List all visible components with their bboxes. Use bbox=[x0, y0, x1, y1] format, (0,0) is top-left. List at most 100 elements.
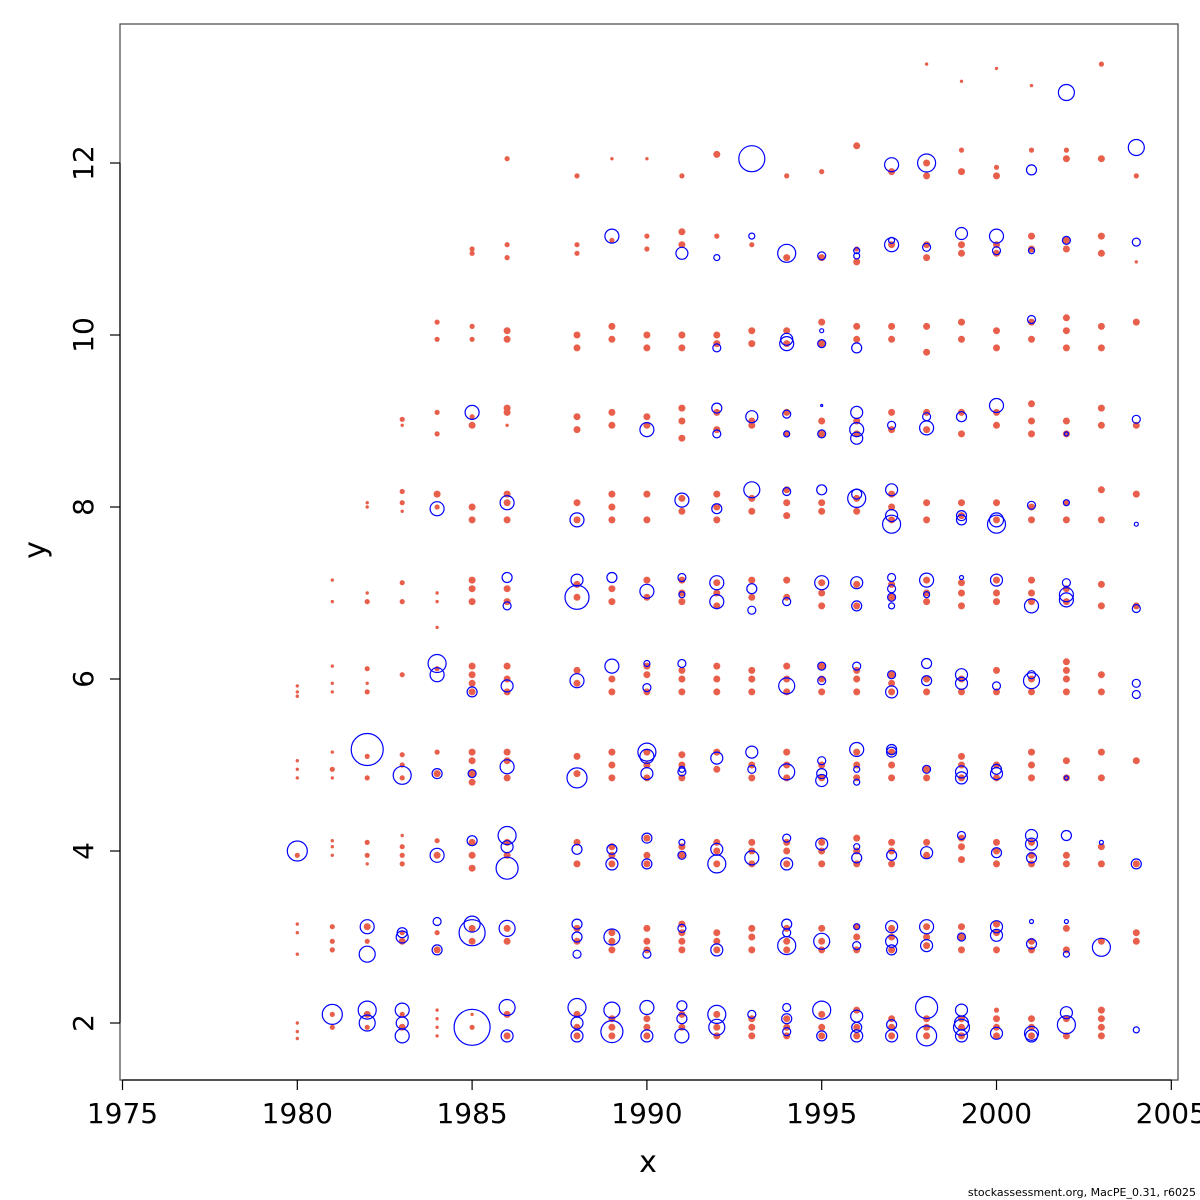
blue-point bbox=[604, 228, 620, 244]
red-point bbox=[643, 924, 651, 932]
red-point bbox=[993, 920, 1000, 928]
red-point bbox=[1028, 688, 1035, 696]
red-point bbox=[503, 675, 511, 683]
red-point bbox=[1062, 155, 1070, 163]
red-point bbox=[643, 421, 651, 429]
blue-point bbox=[499, 759, 515, 775]
red-point bbox=[1028, 1023, 1035, 1031]
red-point bbox=[888, 924, 896, 932]
red-point bbox=[469, 246, 475, 252]
red-point bbox=[573, 516, 581, 524]
blue-point bbox=[606, 571, 618, 584]
red-point bbox=[295, 1029, 299, 1034]
red-point bbox=[1097, 322, 1105, 330]
blue-point bbox=[712, 429, 722, 439]
blue-point bbox=[458, 919, 486, 947]
red-point bbox=[434, 431, 440, 437]
red-point bbox=[468, 688, 476, 696]
red-point bbox=[468, 864, 476, 872]
red-point bbox=[434, 319, 440, 325]
red-point bbox=[993, 860, 1000, 868]
red-point bbox=[610, 157, 614, 161]
red-point bbox=[399, 775, 405, 781]
red-point bbox=[503, 757, 511, 765]
red-point bbox=[853, 507, 861, 515]
blue-point bbox=[674, 1028, 690, 1044]
red-point bbox=[1028, 598, 1035, 606]
red-point bbox=[1098, 61, 1104, 67]
red-point bbox=[1097, 1006, 1105, 1014]
red-point bbox=[469, 414, 475, 420]
blue-point bbox=[1058, 587, 1075, 603]
red-point bbox=[993, 172, 1000, 180]
red-point bbox=[888, 503, 896, 511]
blue-point bbox=[886, 420, 897, 430]
red-point bbox=[1062, 851, 1070, 859]
red-point bbox=[400, 423, 404, 427]
red-point bbox=[1063, 147, 1069, 153]
red-point bbox=[608, 1032, 616, 1040]
red-point bbox=[818, 838, 826, 846]
blue-point bbox=[815, 773, 829, 788]
x-tick-label: 2005 bbox=[1136, 1097, 1200, 1130]
red-point bbox=[958, 856, 965, 864]
blue-point bbox=[1023, 1025, 1040, 1041]
red-point bbox=[818, 589, 826, 597]
red-point bbox=[888, 593, 896, 601]
red-point bbox=[923, 933, 931, 941]
red-point bbox=[1062, 417, 1070, 425]
x-axis: 1975 1980 1985 1990 1995 2000 2005 bbox=[87, 1079, 1200, 1130]
blue-point bbox=[991, 681, 1002, 691]
blue-point bbox=[816, 767, 828, 780]
red-point bbox=[678, 417, 686, 425]
blue-point bbox=[1026, 500, 1037, 510]
red-point bbox=[678, 937, 686, 945]
red-point bbox=[818, 924, 826, 932]
red-point bbox=[643, 331, 651, 339]
blue-point bbox=[884, 934, 899, 948]
blue-point bbox=[881, 514, 902, 534]
blue-point bbox=[778, 763, 796, 781]
red-point bbox=[958, 946, 965, 954]
blue-point bbox=[358, 1014, 376, 1032]
red-point bbox=[853, 860, 861, 868]
red-point bbox=[713, 937, 721, 945]
blue-point bbox=[779, 336, 795, 352]
red-point bbox=[504, 242, 510, 248]
red-point bbox=[958, 834, 965, 842]
blue-point bbox=[853, 923, 861, 931]
red-point bbox=[888, 679, 896, 687]
red-point bbox=[468, 576, 476, 584]
red-point bbox=[923, 923, 931, 931]
blue-point bbox=[1063, 918, 1070, 925]
blue-point bbox=[570, 1029, 584, 1043]
red-point bbox=[1062, 666, 1070, 674]
red-point bbox=[993, 666, 1000, 674]
red-point bbox=[923, 1032, 931, 1040]
red-point bbox=[364, 666, 370, 672]
red-point bbox=[993, 589, 1000, 597]
blue-point bbox=[918, 919, 935, 935]
blue-point bbox=[639, 999, 655, 1016]
blue-point bbox=[572, 949, 582, 959]
red-point bbox=[783, 675, 791, 683]
red-point bbox=[818, 507, 826, 515]
red-point bbox=[714, 233, 720, 239]
blue-point bbox=[885, 944, 898, 956]
red-point bbox=[503, 924, 511, 932]
blue-point bbox=[883, 157, 900, 173]
red-point bbox=[468, 748, 476, 756]
blue-point bbox=[817, 756, 827, 766]
red-point bbox=[295, 776, 299, 780]
red-point bbox=[399, 488, 405, 495]
blue-point bbox=[605, 857, 619, 871]
red-point bbox=[330, 690, 334, 694]
red-point bbox=[993, 516, 1000, 524]
blue-point bbox=[603, 928, 621, 946]
blue-point bbox=[709, 593, 725, 610]
red-point bbox=[1028, 318, 1035, 326]
red-point bbox=[365, 505, 369, 509]
blue-point bbox=[956, 932, 967, 942]
red-point bbox=[783, 946, 791, 954]
red-point bbox=[748, 340, 756, 348]
